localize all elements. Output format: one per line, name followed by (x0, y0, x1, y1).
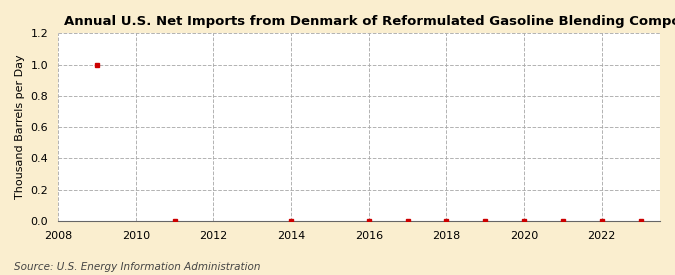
Text: Annual U.S. Net Imports from Denmark of Reformulated Gasoline Blending Component: Annual U.S. Net Imports from Denmark of … (64, 15, 675, 28)
Text: Source: U.S. Energy Information Administration: Source: U.S. Energy Information Administ… (14, 262, 260, 272)
Y-axis label: Thousand Barrels per Day: Thousand Barrels per Day (15, 55, 25, 199)
